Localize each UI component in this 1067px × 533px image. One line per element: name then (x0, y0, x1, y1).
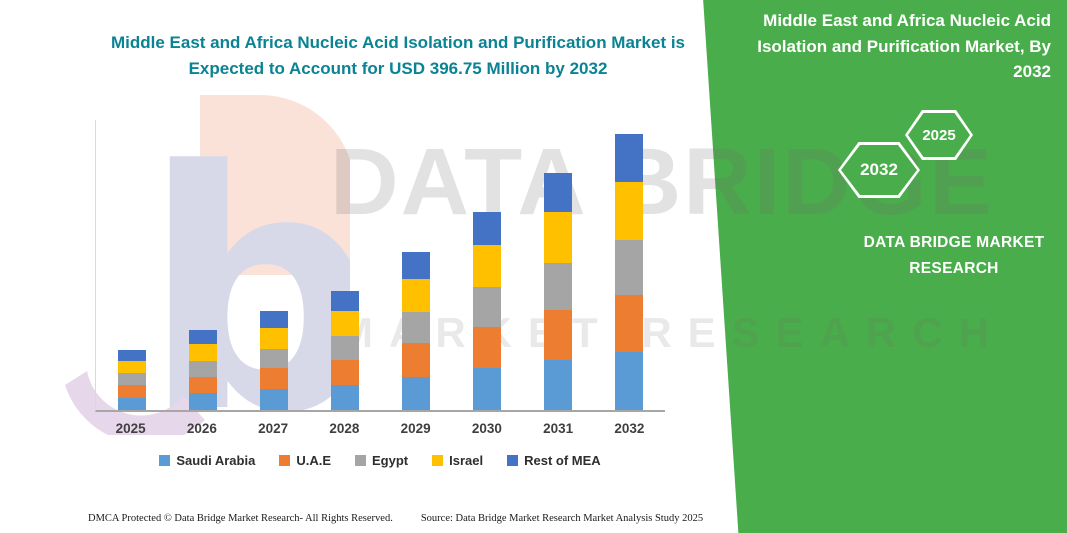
bar-segment-israel (259, 327, 288, 349)
bar-segment-u-a-e (615, 294, 644, 353)
bar-segment-egypt (473, 286, 502, 327)
bar-column-2025 (96, 120, 167, 410)
bar-segment-rest-of-mea (259, 311, 288, 328)
bar-segment-israel (615, 181, 644, 240)
bar-column-2032 (594, 120, 665, 410)
bar-segment-rest-of-mea (330, 291, 359, 312)
legend-label-u-a-e: U.A.E (296, 453, 331, 468)
bar-segment-rest-of-mea (117, 350, 146, 361)
x-label-2027: 2027 (258, 421, 289, 436)
legend-swatch-u-a-e (279, 455, 291, 466)
legend-item-saudi-arabia: Saudi Arabia (159, 453, 255, 468)
legend-item-israel: Israel (432, 453, 483, 468)
bar-segment-u-a-e (330, 360, 359, 385)
footer-source-text: Source: Data Bridge Market Research Mark… (420, 513, 704, 524)
bar-column-2029 (381, 120, 452, 410)
legend-item-rest-of-mea: Rest of MEA (507, 453, 601, 468)
bar-segment-u-a-e (117, 385, 146, 398)
bar-segment-saudi-arabia (544, 359, 573, 410)
legend-swatch-saudi-arabia (159, 455, 171, 466)
x-label-2028: 2028 (329, 421, 360, 436)
bar-segment-rest-of-mea (615, 134, 644, 182)
bar-chart-plot (95, 120, 665, 412)
bar-segment-israel (330, 311, 359, 337)
bar-segment-saudi-arabia (615, 352, 644, 410)
bar-column-2030 (452, 120, 523, 410)
legend-swatch-egypt (354, 455, 366, 466)
stacked-bar-2026 (188, 330, 217, 410)
legend-label-egypt: Egypt (371, 453, 409, 468)
stacked-bar-2029 (402, 252, 431, 410)
bar-segment-saudi-arabia (473, 368, 502, 410)
stacked-bar-2031 (544, 172, 573, 410)
bar-segment-rest-of-mea (473, 211, 502, 246)
bar-segment-israel (473, 245, 502, 287)
legend-label-israel: Israel (449, 453, 484, 468)
bar-segment-saudi-arabia (259, 389, 288, 410)
legend-label-saudi-arabia: Saudi Arabia (176, 453, 256, 468)
bar-segment-u-a-e (259, 368, 288, 390)
x-label-2025: 2025 (115, 421, 146, 436)
stacked-bar-2027 (259, 311, 288, 410)
bar-column-2031 (523, 120, 594, 410)
bar-column-2028 (309, 120, 380, 410)
legend-label-rest-of-mea: Rest of MEA (524, 453, 601, 468)
legend-swatch-rest-of-mea (507, 455, 519, 466)
bar-segment-saudi-arabia (330, 385, 359, 410)
x-label-2031: 2031 (543, 421, 574, 436)
bar-segment-egypt (544, 262, 573, 310)
x-label-2026: 2026 (186, 421, 217, 436)
x-axis-labels: 2025 2026 2027 2028 2029 2030 2031 2032 (95, 421, 665, 436)
bar-segment-egypt (615, 239, 644, 295)
bar-segment-saudi-arabia (188, 393, 217, 410)
bar-segment-rest-of-mea (544, 172, 573, 213)
bar-segment-israel (544, 212, 573, 263)
legend-item-u-a-e: U.A.E (279, 453, 331, 468)
chart-title: Middle East and Africa Nucleic Acid Isol… (110, 33, 686, 79)
bar-segment-saudi-arabia (402, 376, 431, 410)
bar-column-2026 (167, 120, 238, 410)
footer: DMCA Protected © Data Bridge Market Rese… (88, 513, 703, 524)
stacked-bar-2025 (117, 350, 146, 410)
bar-segment-egypt (188, 360, 217, 377)
bar-column-2027 (238, 120, 309, 410)
bar-segment-israel (117, 360, 146, 374)
bar-segment-egypt (259, 348, 288, 369)
stacked-bar-2028 (330, 291, 359, 410)
stacked-bar-2030 (473, 211, 502, 410)
legend-swatch-israel (432, 455, 444, 466)
bar-segment-u-a-e (544, 309, 573, 360)
bar-segment-u-a-e (188, 376, 217, 394)
bar-segment-rest-of-mea (188, 330, 217, 344)
bar-segment-israel (402, 278, 431, 312)
bar-segment-u-a-e (473, 326, 502, 369)
stacked-bar-2032 (615, 134, 644, 410)
bar-segment-egypt (402, 311, 431, 344)
x-label-2030: 2030 (471, 421, 502, 436)
x-label-2029: 2029 (400, 421, 431, 436)
bar-segment-rest-of-mea (402, 252, 431, 279)
bar-segment-u-a-e (402, 343, 431, 377)
x-label-2032: 2032 (614, 421, 645, 436)
bar-segment-egypt (330, 336, 359, 360)
chart-legend: Saudi Arabia U.A.E Egypt Israel Rest of MEA (95, 453, 665, 468)
bar-segment-saudi-arabia (117, 397, 146, 410)
footer-dmca-text: DMCA Protected © Data Bridge Market Rese… (88, 513, 393, 524)
legend-item-egypt: Egypt (354, 453, 409, 468)
bar-segment-egypt (117, 373, 146, 385)
bar-segment-israel (188, 343, 217, 361)
